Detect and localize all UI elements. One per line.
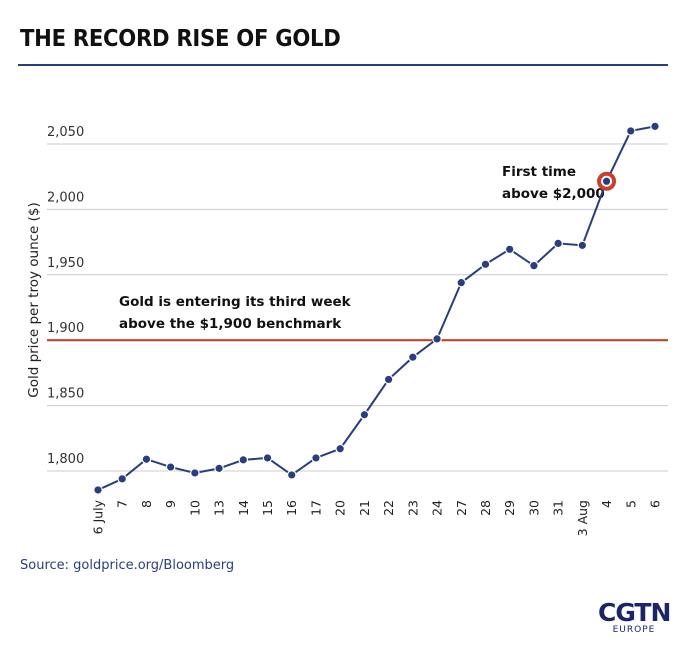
data-point <box>480 259 491 270</box>
x-tick-label: 31 <box>551 500 566 516</box>
data-point <box>335 443 345 454</box>
chart-title: THE RECORD RISE OF GOLD <box>20 26 341 52</box>
y-tick-label: 2,050 <box>47 125 84 140</box>
data-point <box>93 485 103 495</box>
x-tick-label: 9 <box>163 500 178 508</box>
x-tick-label: 6 <box>648 500 663 508</box>
logo-sub: EUROPE <box>612 625 656 635</box>
source-note: Source: goldprice.org/Bloomberg <box>20 558 235 573</box>
data-point <box>214 463 224 474</box>
x-tick-label: 3 Aug <box>575 500 590 536</box>
x-tick-label: 17 <box>308 500 323 516</box>
data-point <box>408 352 418 363</box>
x-tick-label: 4 <box>599 500 614 508</box>
data-point <box>504 244 515 255</box>
data-point <box>456 277 467 288</box>
data-point <box>529 260 539 271</box>
x-tick-label: 21 <box>357 500 372 516</box>
data-point <box>165 462 176 472</box>
x-tick-label: 29 <box>502 500 517 516</box>
x-tick-label: 28 <box>478 500 493 516</box>
y-axis-label: Gold price per troy ounce ($) <box>26 202 42 398</box>
logo-main: CGTN <box>598 598 671 627</box>
x-tick-label: 30 <box>526 500 541 516</box>
gridlines <box>47 143 668 472</box>
annotation-benchmark: Gold is entering its third week above th… <box>119 294 352 332</box>
x-tick-label: 24 <box>430 500 445 516</box>
data-point <box>311 453 321 463</box>
data-point <box>577 240 588 251</box>
data-point <box>262 453 273 463</box>
data-point <box>383 374 394 385</box>
annotation-2000-line-2: above $2,000 <box>502 186 605 202</box>
y-tick-label: 1,900 <box>47 321 84 336</box>
x-tick-label: 10 <box>187 500 202 516</box>
x-tick-labels: 6 July 7 8 9 10 13 14 15 16 17 20 21 22 23 24 27 28 29 30 3… <box>91 499 663 536</box>
y-tick-labels: 1,800 1,850 1,900 1,950 2,000 2,050 <box>47 125 84 467</box>
x-tick-label: 15 <box>260 500 275 516</box>
data-point <box>625 126 636 136</box>
x-tick-label: 13 <box>212 500 227 516</box>
data-point <box>359 409 370 420</box>
cgtn-europe-logo: CGTN EUROPE <box>598 598 671 635</box>
x-tick-label: 14 <box>236 500 251 516</box>
x-tick-label: 20 <box>333 500 348 516</box>
data-point <box>601 176 612 187</box>
annotation-2000-line-1: First time <box>502 164 576 180</box>
data-point <box>190 468 200 478</box>
y-tick-label: 1,850 <box>47 387 84 402</box>
x-tick-label: 5 <box>623 500 638 508</box>
data-point <box>238 455 249 465</box>
data-point <box>432 334 442 344</box>
annotation-benchmark-line-1: Gold is entering its third week <box>119 294 352 310</box>
x-tick-label: 7 <box>115 500 130 508</box>
data-point <box>650 121 660 132</box>
data-point <box>117 474 128 484</box>
x-tick-label: 8 <box>139 500 154 508</box>
annotation-benchmark-line-2: above the $1,900 benchmark <box>119 316 342 332</box>
y-tick-label: 1,950 <box>47 256 84 271</box>
title-divider <box>18 64 668 66</box>
y-tick-label: 2,000 <box>47 190 84 205</box>
data-point <box>553 238 563 249</box>
data-points <box>93 121 660 495</box>
x-tick-label: 27 <box>454 500 469 516</box>
x-tick-label: 16 <box>284 500 299 516</box>
x-tick-label: 6 July <box>91 499 106 534</box>
data-point <box>141 454 152 465</box>
annotation-first-2000: First time above $2,000 <box>502 164 605 202</box>
y-tick-label: 1,800 <box>47 452 84 467</box>
data-point <box>286 470 297 480</box>
x-tick-label: 22 <box>381 500 396 516</box>
x-tick-label: 23 <box>405 500 420 516</box>
line-chart: 1,800 1,850 1,900 1,950 2,000 2,050 Gold pric… <box>26 121 668 536</box>
